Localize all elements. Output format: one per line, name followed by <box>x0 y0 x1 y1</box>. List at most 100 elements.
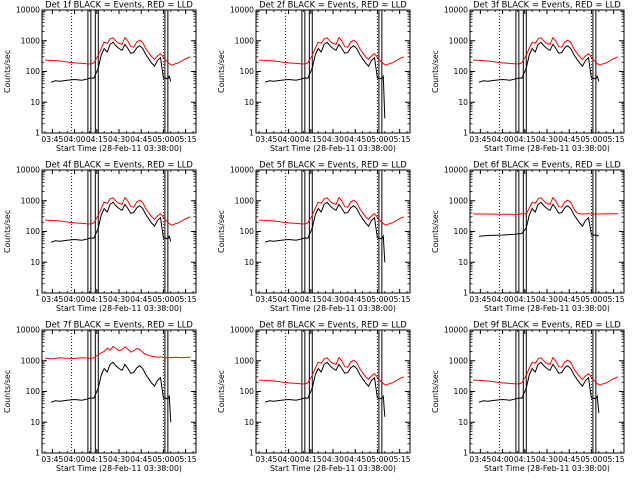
lld-series-line <box>258 356 405 386</box>
lld-series-line <box>472 356 619 386</box>
y-tick-label: 100 <box>26 67 41 76</box>
y-tick-label: 1 <box>249 449 254 458</box>
y-tick-label: 10000 <box>230 6 254 15</box>
x-axis-label: Start Time (28-Feb-11 03:38:00) <box>270 304 396 313</box>
panel-title: Det 2f BLACK = Events, RED = LLD <box>259 0 407 10</box>
data-gap-marker <box>301 329 306 454</box>
x-tick-label: 05:00 <box>580 455 602 464</box>
y-tick-label: 10 <box>244 418 254 427</box>
y-tick-label: 100 <box>454 387 469 396</box>
x-tick-label: 05:00 <box>152 455 174 464</box>
detector-panel-8: Det 8f BLACK = Events, RED = LLD Counts/s… <box>217 320 411 474</box>
x-tick-label: 04:15 <box>300 135 322 144</box>
x-axis-label: Start Time (28-Feb-11 03:38:00) <box>270 144 396 153</box>
detector-panel-2: Det 2f BLACK = Events, RED = LLD Counts/s… <box>217 0 411 153</box>
y-tick-label: 100 <box>240 67 255 76</box>
x-tick-label: 04:30 <box>322 135 344 144</box>
data-gap-marker <box>164 169 169 294</box>
x-axis-label: Start Time (28-Feb-11 03:38:00) <box>56 304 182 313</box>
x-tick-label: 03:45 <box>255 455 277 464</box>
panel-title: Det 4f BLACK = Events, RED = LLD <box>45 160 193 170</box>
data-gap-marker <box>164 329 169 454</box>
data-gap-marker <box>592 169 597 294</box>
x-axis-label: Start Time (28-Feb-11 03:38:00) <box>484 464 610 473</box>
y-axis-label: Counts/sec <box>3 210 12 253</box>
lld-series-line <box>44 345 191 360</box>
y-tick-label: 10 <box>458 418 468 427</box>
x-tick-label: 04:30 <box>536 295 558 304</box>
x-tick-label: 04:30 <box>108 455 130 464</box>
y-tick-label: 1 <box>35 129 40 138</box>
x-tick-label: 04:00 <box>64 135 86 144</box>
panel-title: Det 8f BLACK = Events, RED = LLD <box>259 320 407 330</box>
x-tick-label: 04:15 <box>86 135 108 144</box>
x-tick-label: 05:15 <box>175 295 197 304</box>
data-gap-marker <box>87 329 92 454</box>
y-axis-label: Counts/sec <box>3 50 12 93</box>
y-tick-label: 100 <box>454 227 469 236</box>
x-tick-label: 04:15 <box>300 295 322 304</box>
events-series-line <box>478 361 600 414</box>
plot-frame <box>255 329 411 454</box>
y-tick-label: 100 <box>26 387 41 396</box>
detector-panel-7: Det 7f BLACK = Events, RED = LLD Counts/s… <box>3 320 197 474</box>
y-tick-label: 1 <box>35 289 40 298</box>
x-axis-label: Start Time (28-Feb-11 03:38:00) <box>56 144 182 153</box>
x-tick-label: 04:00 <box>64 295 86 304</box>
x-tick-label: 04:45 <box>558 135 580 144</box>
panel-title: Det 6f BLACK = Events, RED = LLD <box>473 160 621 170</box>
y-tick-label: 1000 <box>449 36 468 45</box>
x-axis-label: Start Time (28-Feb-11 03:38:00) <box>484 144 610 153</box>
lld-series-line <box>258 196 405 226</box>
data-gap-marker <box>515 329 520 454</box>
lld-series-line <box>258 36 405 66</box>
y-axis-label: Counts/sec <box>217 50 226 93</box>
x-tick-label: 04:30 <box>536 135 558 144</box>
y-axis-label: Counts/sec <box>217 370 226 413</box>
y-axis-label: Counts/sec <box>217 210 226 253</box>
x-tick-label: 04:00 <box>492 295 514 304</box>
y-tick-label: 1 <box>35 449 40 458</box>
x-tick-label: 05:15 <box>175 135 197 144</box>
x-tick-label: 05:15 <box>175 455 197 464</box>
detector-panel-6: Det 6f BLACK = Events, RED = LLD Counts/s… <box>431 160 625 314</box>
y-tick-label: 1 <box>463 129 468 138</box>
panel-title: Det 7f BLACK = Events, RED = LLD <box>45 320 193 330</box>
x-tick-label: 05:15 <box>389 135 411 144</box>
data-gap-marker <box>592 9 597 134</box>
y-tick-label: 10000 <box>16 326 40 335</box>
plot-frame <box>469 169 625 294</box>
y-tick-label: 10000 <box>444 326 468 335</box>
y-tick-label: 1000 <box>21 356 40 365</box>
y-tick-label: 10 <box>30 258 40 267</box>
x-tick-label: 04:30 <box>322 455 344 464</box>
y-tick-label: 100 <box>240 387 255 396</box>
data-gap-marker <box>87 9 92 134</box>
y-tick-label: 1000 <box>449 356 468 365</box>
x-tick-label: 05:00 <box>366 135 388 144</box>
y-tick-label: 10000 <box>230 166 254 175</box>
lld-series-line <box>44 196 191 226</box>
events-series-line <box>50 41 172 83</box>
y-tick-label: 10000 <box>230 326 254 335</box>
x-tick-label: 03:45 <box>255 295 277 304</box>
events-series-line <box>264 201 386 263</box>
plot-frame <box>469 329 625 454</box>
x-tick-label: 04:15 <box>514 135 536 144</box>
plot-frame <box>469 9 625 134</box>
x-tick-label: 04:30 <box>322 295 344 304</box>
y-tick-label: 10 <box>30 98 40 107</box>
x-tick-label: 04:00 <box>64 455 86 464</box>
events-series-line <box>264 361 386 417</box>
y-tick-label: 100 <box>26 227 41 236</box>
y-tick-label: 10000 <box>16 6 40 15</box>
y-tick-label: 10 <box>30 418 40 427</box>
plot-frame <box>255 169 411 294</box>
y-tick-label: 1000 <box>235 196 254 205</box>
x-axis-label: Start Time (28-Feb-11 03:38:00) <box>270 464 396 473</box>
x-tick-label: 03:45 <box>469 455 491 464</box>
x-tick-label: 03:45 <box>469 295 491 304</box>
x-tick-label: 04:15 <box>514 295 536 304</box>
x-tick-label: 04:15 <box>86 455 108 464</box>
x-tick-label: 04:45 <box>558 455 580 464</box>
